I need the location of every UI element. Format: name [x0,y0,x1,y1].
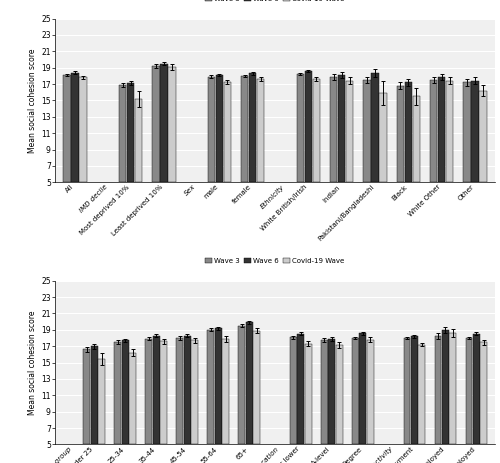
Bar [253,331,260,444]
Bar [304,71,312,182]
Bar [135,99,142,182]
Bar [480,342,488,444]
Bar [119,85,126,182]
Bar [298,334,304,444]
Bar [208,330,214,444]
Bar [122,340,128,444]
Bar [215,328,222,444]
Bar [312,79,320,182]
Bar [305,344,312,444]
Bar [446,81,454,182]
Bar [64,75,70,182]
Bar [336,345,342,444]
Bar [246,322,252,444]
Bar [114,342,121,444]
Bar [396,86,404,182]
Bar [411,336,418,444]
Bar [473,334,480,444]
Bar [127,83,134,182]
Bar [290,337,297,444]
Bar [72,73,78,182]
Bar [372,74,378,182]
Bar [464,82,470,182]
Bar [168,67,175,182]
Bar [438,77,446,182]
Bar [442,330,449,444]
Bar [91,346,98,444]
Bar [160,63,168,182]
Bar [466,338,472,444]
Bar [152,66,160,182]
Bar [160,341,167,444]
Bar [352,338,359,444]
Bar [346,81,354,182]
Bar [208,77,215,182]
Bar [364,80,370,182]
Y-axis label: Mean social cohesion score: Mean social cohesion score [28,310,37,415]
Bar [380,93,386,182]
Bar [328,339,335,444]
Bar [338,75,345,182]
Bar [404,338,410,444]
Bar [146,339,152,444]
Y-axis label: Mean social cohesion score: Mean social cohesion score [28,48,37,153]
Bar [330,77,338,182]
Legend: Wave 3, Wave 6, Covid-19 Wave: Wave 3, Wave 6, Covid-19 Wave [206,0,344,2]
Bar [360,333,366,444]
Bar [216,75,223,182]
Bar [249,74,256,182]
Legend: Wave 3, Wave 6, Covid-19 Wave: Wave 3, Wave 6, Covid-19 Wave [206,258,344,264]
Bar [480,91,486,182]
Bar [224,81,231,182]
Bar [412,96,420,182]
Bar [84,350,90,444]
Bar [153,336,160,444]
Bar [404,82,412,182]
Bar [430,80,438,182]
Bar [98,359,105,444]
Bar [176,338,183,444]
Bar [257,79,264,182]
Bar [80,77,86,182]
Bar [321,340,328,444]
Bar [418,344,426,444]
Bar [296,74,304,182]
Bar [238,325,245,444]
Bar [184,336,190,444]
Bar [222,339,229,444]
Bar [130,353,136,444]
Bar [241,76,248,182]
Bar [472,81,478,182]
Bar [434,336,442,444]
Bar [367,340,374,444]
Bar [450,333,456,444]
Bar [191,340,198,444]
